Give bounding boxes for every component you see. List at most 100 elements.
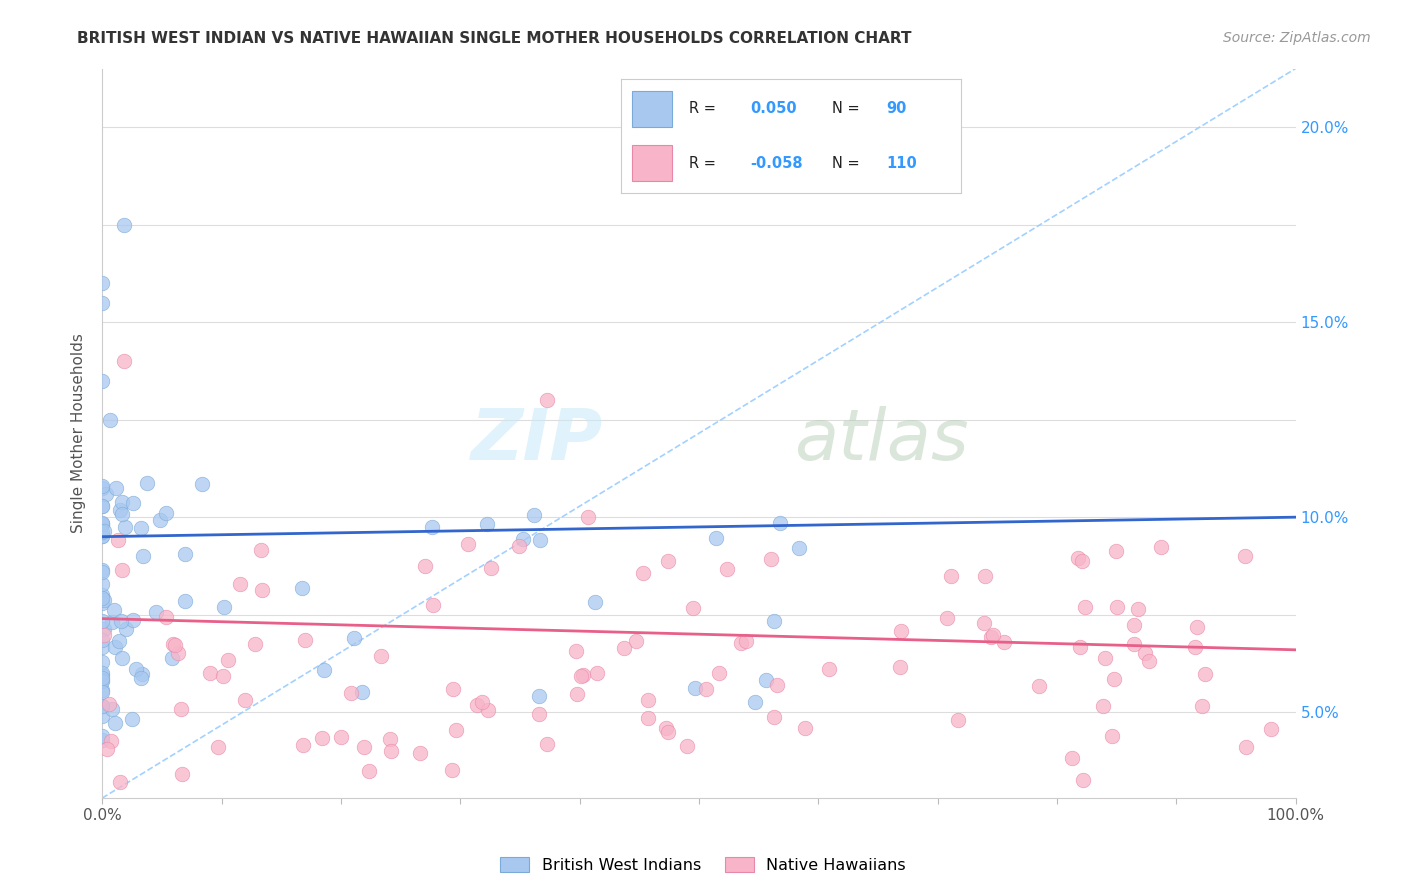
Point bbox=[91, 479, 114, 493]
Point bbox=[890, 624, 912, 638]
Point bbox=[101, 701, 124, 715]
Point bbox=[980, 630, 1002, 644]
Point bbox=[155, 610, 177, 624]
Point bbox=[212, 669, 235, 683]
Point bbox=[101, 615, 124, 630]
Y-axis label: Single Mother Households: Single Mother Households bbox=[72, 334, 86, 533]
Point bbox=[762, 710, 785, 724]
Point bbox=[104, 640, 127, 655]
Point bbox=[695, 681, 717, 696]
Point bbox=[200, 666, 222, 681]
Point bbox=[1070, 554, 1092, 568]
Point bbox=[1126, 602, 1149, 616]
Point bbox=[571, 668, 593, 682]
Point bbox=[441, 763, 464, 777]
Text: atlas: atlas bbox=[794, 406, 969, 475]
Point bbox=[91, 733, 114, 747]
Point bbox=[755, 673, 778, 687]
Point bbox=[993, 635, 1015, 649]
Point bbox=[569, 669, 592, 683]
Point bbox=[330, 730, 353, 744]
Point bbox=[578, 510, 600, 524]
Point bbox=[655, 721, 678, 735]
Point bbox=[122, 496, 145, 510]
Point bbox=[624, 633, 647, 648]
Point bbox=[1185, 620, 1208, 634]
Point bbox=[1107, 599, 1129, 614]
Point bbox=[93, 627, 115, 641]
Point bbox=[523, 508, 546, 523]
Point bbox=[512, 532, 534, 546]
Point bbox=[793, 721, 815, 735]
Point bbox=[408, 746, 430, 760]
Point bbox=[422, 598, 444, 612]
Point bbox=[105, 481, 128, 495]
Point bbox=[98, 412, 121, 426]
Point bbox=[91, 500, 114, 514]
Point bbox=[91, 374, 114, 388]
Point bbox=[91, 481, 114, 495]
Point bbox=[91, 516, 114, 531]
Point bbox=[114, 520, 136, 534]
Point bbox=[657, 725, 679, 739]
Text: ZIP: ZIP bbox=[471, 406, 603, 475]
Point bbox=[350, 684, 373, 698]
Point bbox=[413, 558, 436, 573]
Point bbox=[91, 666, 114, 681]
Point bbox=[1122, 637, 1144, 651]
Point bbox=[91, 668, 114, 682]
Point bbox=[1071, 772, 1094, 787]
Point bbox=[91, 591, 114, 605]
Point bbox=[683, 681, 706, 695]
Point bbox=[207, 739, 229, 754]
Point bbox=[93, 592, 115, 607]
Point bbox=[380, 743, 402, 757]
Point bbox=[1234, 549, 1257, 564]
Point bbox=[370, 649, 392, 664]
Point bbox=[91, 588, 114, 602]
Point bbox=[974, 569, 997, 583]
Point bbox=[378, 732, 401, 747]
Point bbox=[343, 631, 366, 645]
Point bbox=[1184, 640, 1206, 655]
Point bbox=[981, 628, 1004, 642]
Point bbox=[1094, 651, 1116, 665]
Point bbox=[250, 543, 273, 558]
Point bbox=[586, 665, 609, 680]
Point bbox=[1105, 543, 1128, 558]
Point bbox=[1234, 739, 1257, 754]
Point bbox=[294, 632, 316, 647]
Point bbox=[946, 714, 969, 728]
Point bbox=[339, 686, 361, 700]
Point bbox=[567, 687, 589, 701]
Point bbox=[91, 730, 114, 744]
Point bbox=[91, 577, 114, 591]
Point bbox=[446, 723, 468, 737]
Point bbox=[163, 638, 186, 652]
Point bbox=[212, 600, 235, 615]
Point bbox=[162, 637, 184, 651]
Point bbox=[536, 737, 558, 751]
Point bbox=[145, 605, 167, 619]
Point bbox=[1137, 654, 1160, 668]
Point bbox=[91, 699, 114, 714]
Point bbox=[818, 662, 841, 676]
Point bbox=[217, 653, 239, 667]
Point bbox=[420, 519, 443, 533]
Point bbox=[91, 563, 114, 577]
Point bbox=[1191, 699, 1213, 714]
Point bbox=[359, 764, 381, 778]
Point bbox=[314, 663, 336, 677]
Point bbox=[1260, 723, 1282, 737]
Point bbox=[479, 561, 502, 575]
Point bbox=[93, 524, 115, 538]
Point bbox=[129, 671, 152, 685]
Point bbox=[114, 218, 136, 232]
Point bbox=[475, 517, 498, 532]
Point bbox=[508, 539, 530, 553]
Point bbox=[91, 673, 114, 688]
Point bbox=[769, 516, 792, 530]
Point bbox=[1101, 729, 1123, 743]
Point bbox=[936, 611, 959, 625]
Point bbox=[1122, 618, 1144, 632]
